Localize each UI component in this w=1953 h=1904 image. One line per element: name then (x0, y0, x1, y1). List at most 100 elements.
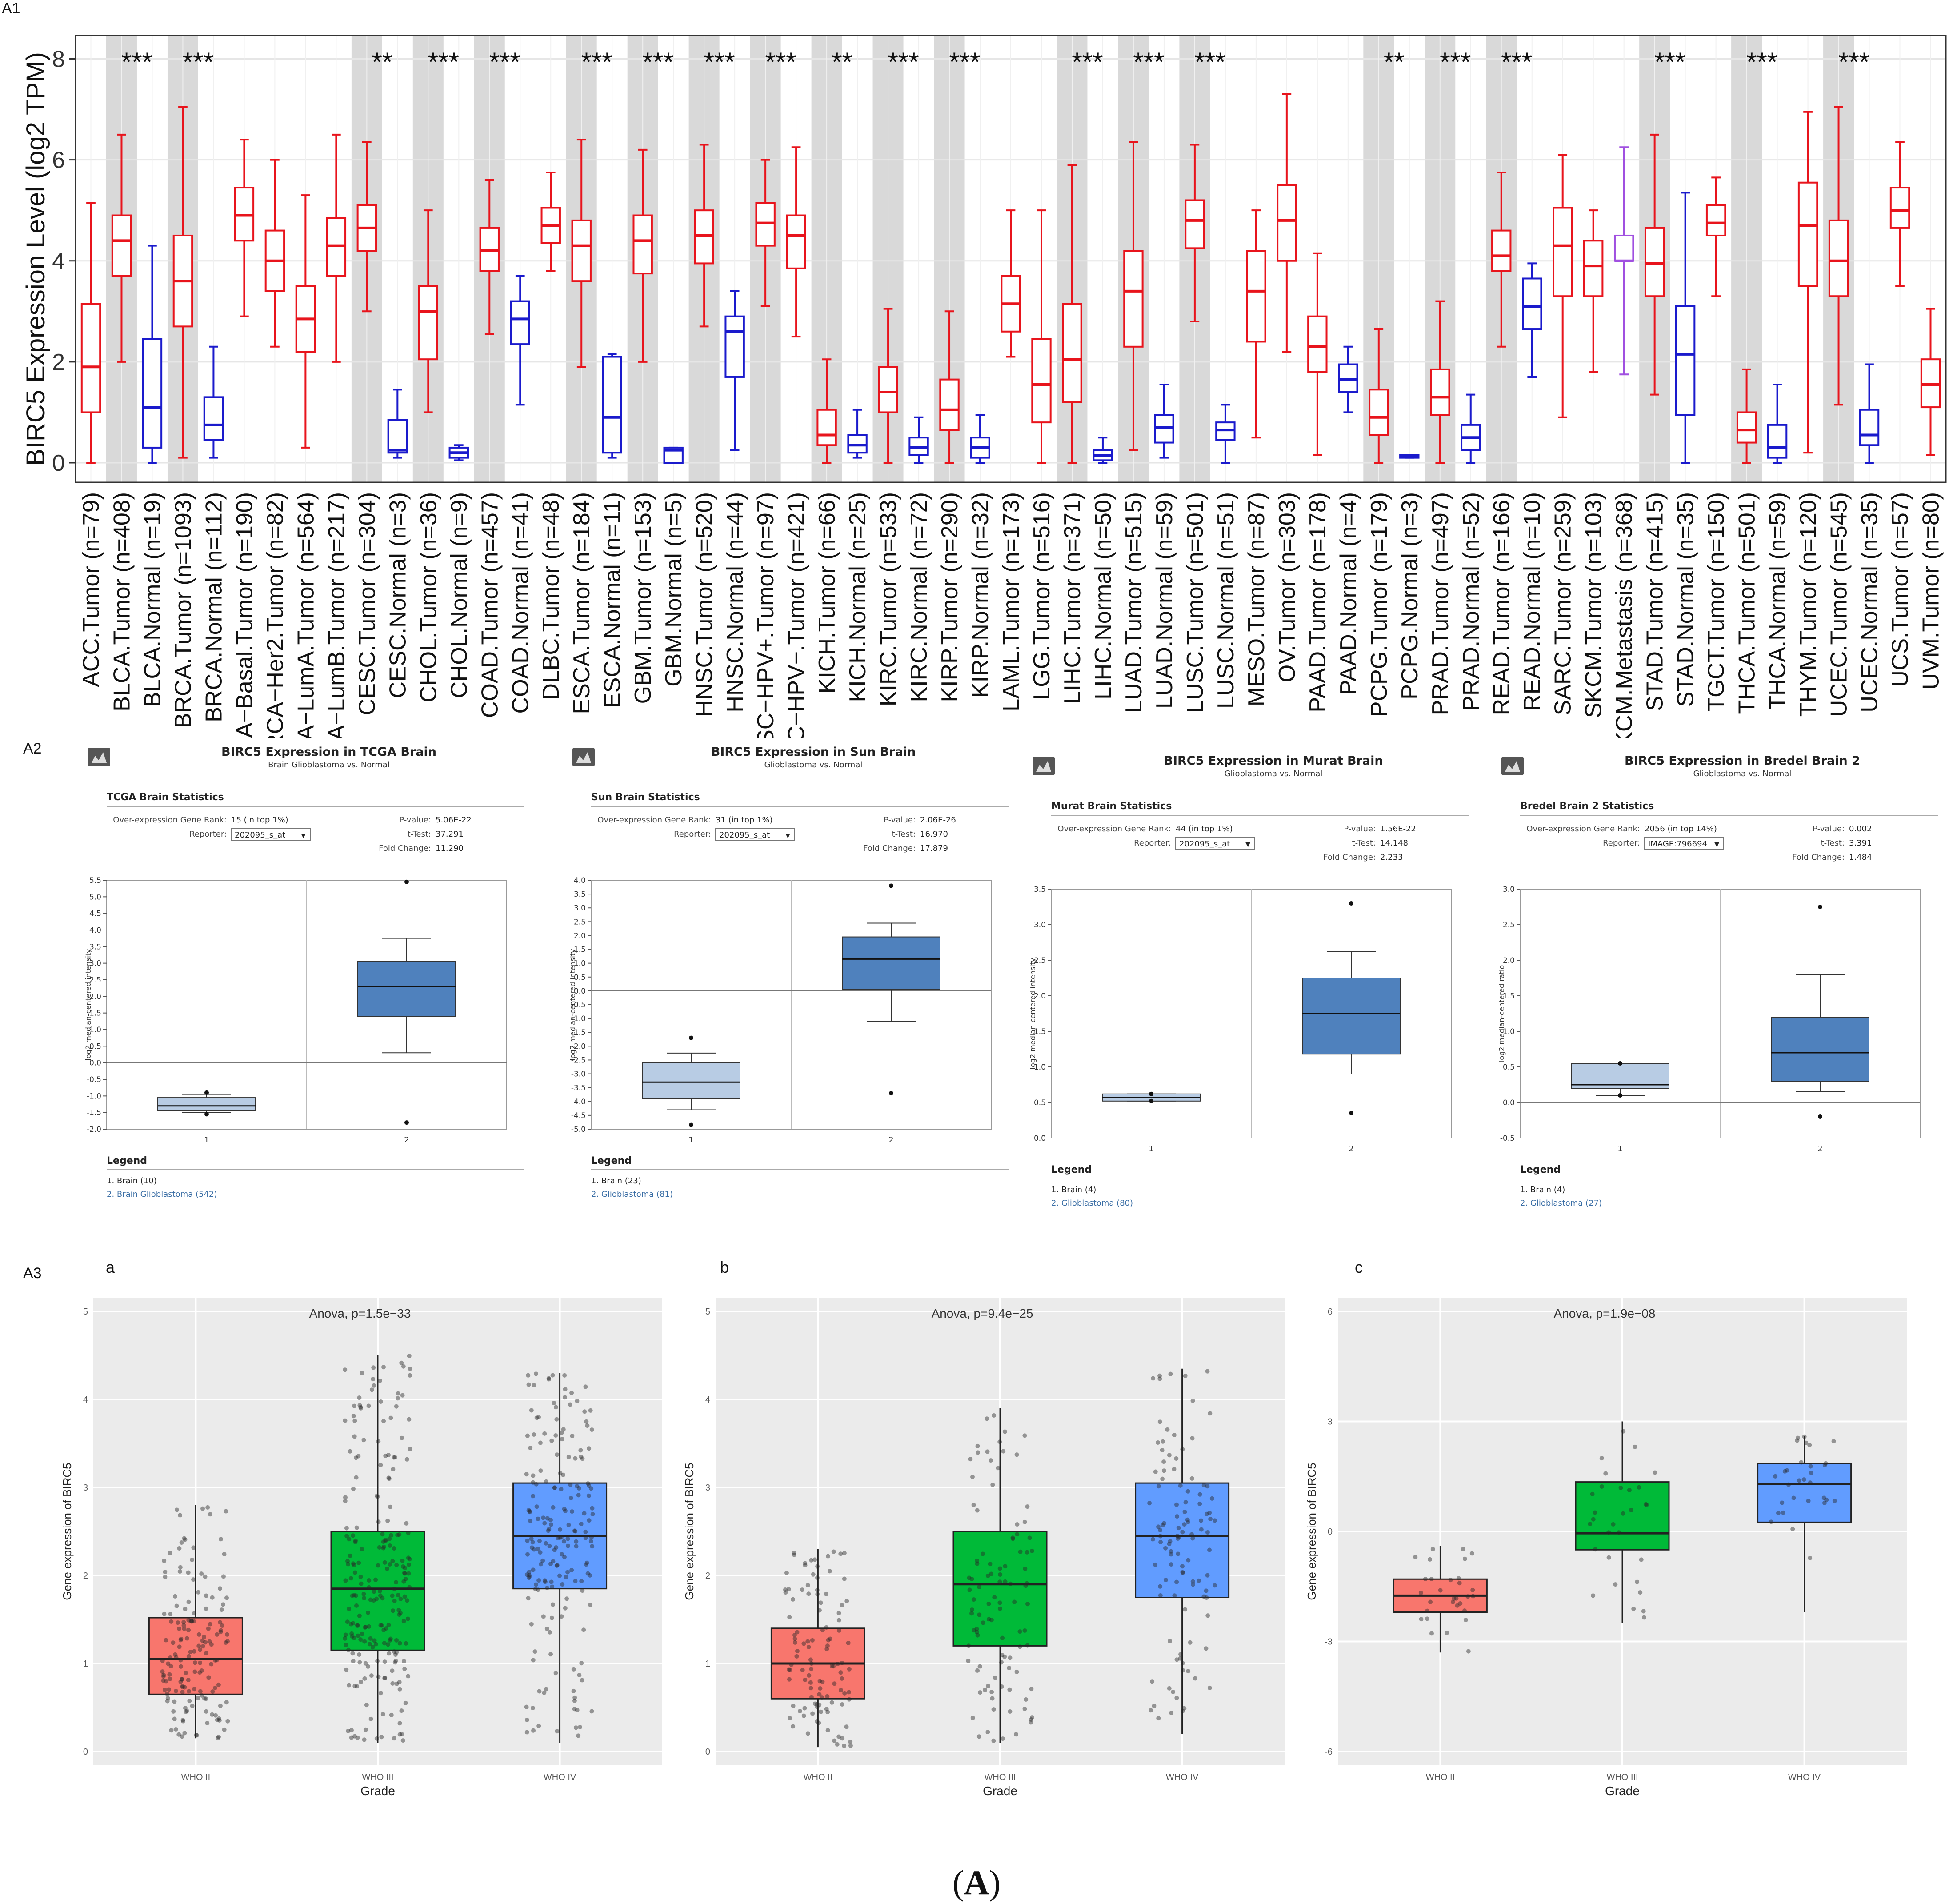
jitter-point (1022, 1519, 1027, 1524)
jitter-point (589, 1427, 594, 1432)
y-tick-label: -6 (1325, 1747, 1333, 1757)
jitter-point (548, 1652, 553, 1657)
jitter-point (1462, 1608, 1467, 1613)
stat-label: Fold Change: (863, 844, 916, 853)
box-45 (1461, 393, 1481, 464)
jitter-point (1465, 1594, 1470, 1599)
jitter-point (190, 1557, 195, 1562)
jitter-point (1631, 1607, 1636, 1611)
y-tick-label: -2.0 (87, 1125, 101, 1134)
jitter-point (582, 1511, 587, 1516)
box-iqr (724, 315, 745, 378)
jitter-point (1163, 1578, 1168, 1583)
x-tick-label: UCEC.Normal (n=35) (1857, 492, 1883, 713)
jitter-point (1157, 1419, 1162, 1424)
jitter-point (180, 1685, 185, 1690)
jitter-point (1153, 1469, 1158, 1474)
jitter-point (992, 1595, 997, 1600)
jitter-point (174, 1655, 179, 1660)
y-tick-label: 1.0 (1034, 1063, 1046, 1072)
jitter-point (383, 1537, 388, 1542)
stat-label: t-Test: (1352, 838, 1376, 848)
jitter-point (579, 1579, 584, 1583)
jitter-point (393, 1659, 398, 1663)
jitter-point (160, 1669, 165, 1674)
y-tick-label: 3.0 (89, 959, 101, 968)
jitter-point (1008, 1709, 1013, 1714)
jitter-point (975, 1508, 980, 1513)
jitter-point (812, 1701, 817, 1706)
jitter-point (986, 1601, 991, 1606)
jitter-point (408, 1373, 412, 1378)
box-iqr (142, 338, 163, 449)
jitter-point (541, 1614, 546, 1619)
box-iqr (1369, 389, 1389, 436)
jitter-point (1213, 1583, 1217, 1588)
jitter-point (371, 1377, 376, 1382)
jitter-point (1165, 1427, 1170, 1432)
jitter-point (983, 1688, 988, 1692)
box-iqr (387, 419, 408, 454)
jitter-point (347, 1607, 352, 1611)
jitter-point (809, 1667, 814, 1672)
box-iqr (148, 1617, 243, 1695)
jitter-point (379, 1623, 384, 1628)
y-tick-label: 3 (1328, 1417, 1333, 1427)
box-iqr (1705, 204, 1726, 236)
jitter-point (183, 1607, 188, 1611)
jitter-point (575, 1399, 580, 1403)
stat-value: 202095_s_at (719, 830, 770, 840)
chevron-down-icon: ▼ (785, 832, 790, 839)
y-tick-label: -3.5 (571, 1084, 586, 1093)
jitter-point (1002, 1654, 1007, 1659)
x-axis-label: Grade (1605, 1784, 1640, 1798)
jitter-point (351, 1414, 356, 1419)
jitter-point (384, 1626, 388, 1631)
box-9 (356, 141, 377, 313)
oncomine-murat-brain-chart: BIRC5 Expression in Murat BrainGlioblast… (1029, 754, 1469, 1208)
jitter-point (572, 1707, 577, 1712)
jitter-point (844, 1724, 849, 1729)
jitter-point (375, 1493, 380, 1498)
jitter-point (1161, 1521, 1166, 1526)
jitter-point (1023, 1567, 1028, 1571)
y-tick-label: 2.0 (1034, 992, 1046, 1001)
jitter-point (544, 1687, 548, 1692)
jitter-point (839, 1688, 844, 1692)
jitter-point (824, 1707, 829, 1712)
box-iqr (510, 300, 530, 345)
jitter-point (580, 1456, 585, 1461)
jitter-point (377, 1545, 382, 1550)
jitter-point (986, 1617, 991, 1622)
jitter-point (194, 1733, 199, 1738)
jitter-point (1470, 1587, 1475, 1592)
jitter-point (825, 1728, 830, 1733)
jitter-point (184, 1670, 188, 1675)
jitter-point (388, 1415, 393, 1420)
jitter-point (392, 1599, 397, 1603)
jitter-point (352, 1434, 357, 1439)
jitter-point (1007, 1687, 1012, 1692)
jitter-point (216, 1682, 221, 1687)
chevron-down-icon: ▼ (301, 832, 306, 839)
jitter-point (393, 1652, 398, 1657)
jitter-point (1209, 1496, 1214, 1501)
jitter-point (219, 1607, 224, 1612)
y-tick-label: 0.0 (574, 987, 586, 996)
jitter-point (197, 1670, 202, 1675)
jitter-point (198, 1689, 203, 1694)
jitter-point (375, 1659, 380, 1663)
jitter-point (1204, 1511, 1209, 1516)
jitter-point (344, 1667, 349, 1672)
jitter-point (536, 1546, 540, 1551)
jitter-point (530, 1540, 535, 1545)
jitter-point (584, 1419, 589, 1424)
jitter-point (1419, 1617, 1424, 1622)
box-iqr (1553, 207, 1573, 297)
jitter-point (348, 1622, 353, 1627)
jitter-point (990, 1696, 995, 1701)
chart-icon-glyph (576, 752, 591, 763)
pan-cancer-boxplot: 0 2 4 6 8 ACC.Tumor (n=79) *** BLCA.Tumor (n=40… (21, 35, 1947, 738)
y-tick-label: 8 (52, 46, 65, 72)
stat-label: Over-expression Gene Rank: (1057, 824, 1171, 834)
